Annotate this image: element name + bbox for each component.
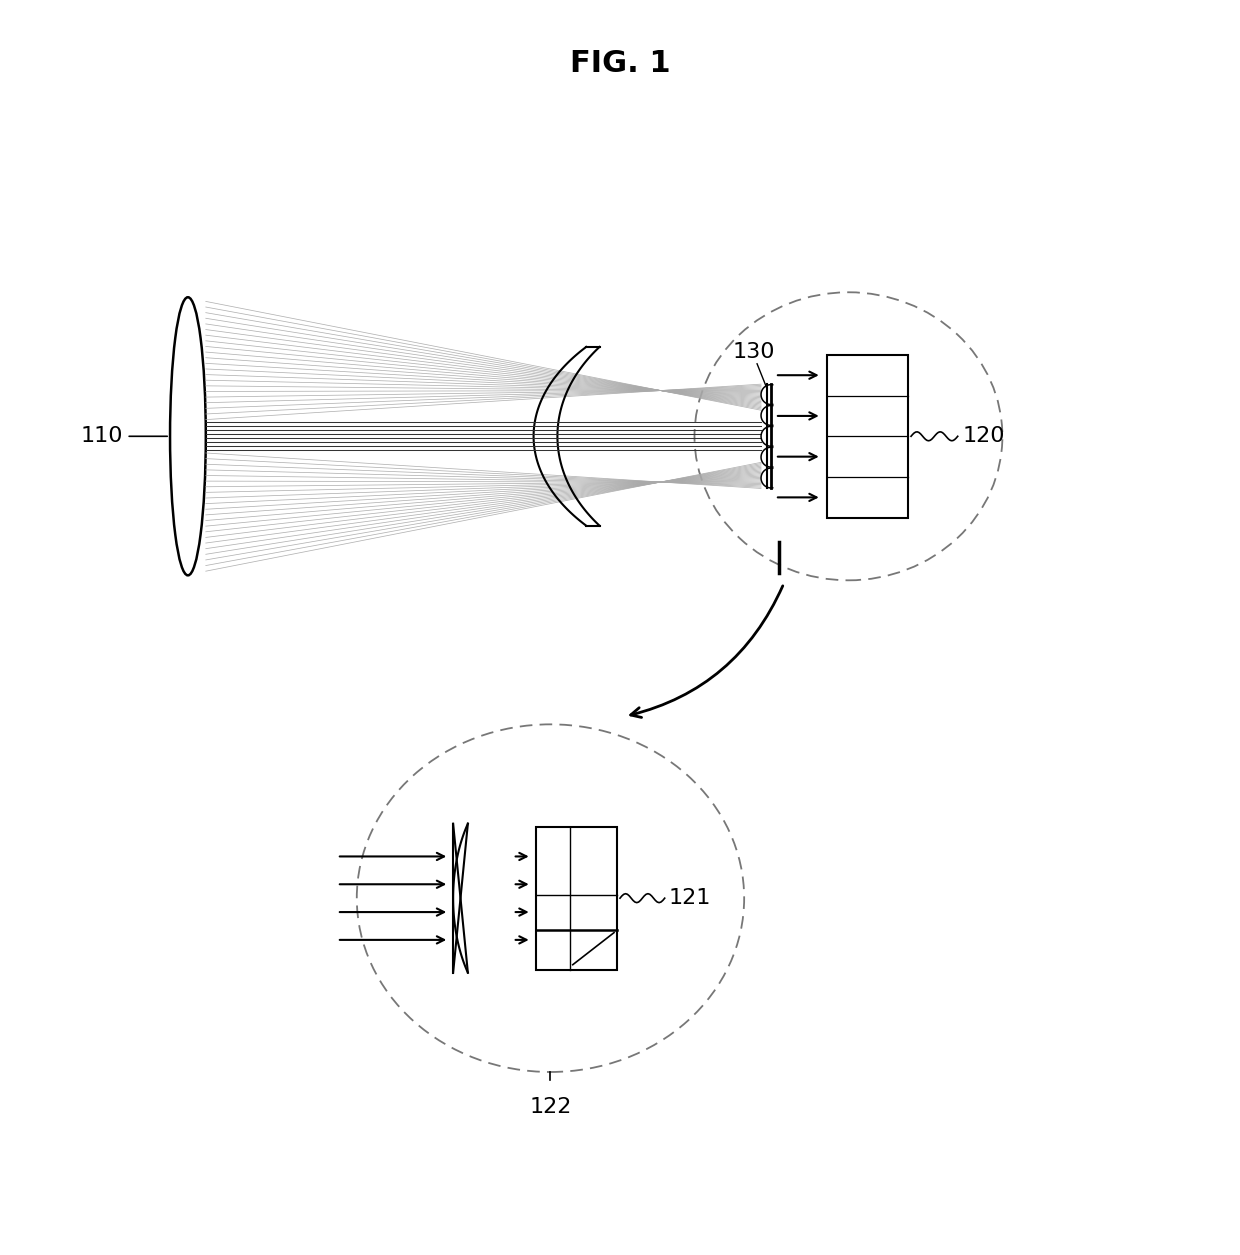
- Bar: [536, 827, 618, 970]
- Text: 130: 130: [733, 341, 775, 361]
- Text: 120: 120: [962, 427, 1006, 447]
- Text: 122: 122: [529, 1097, 572, 1117]
- Text: 121: 121: [668, 889, 711, 909]
- Text: FIG. 1: FIG. 1: [569, 49, 671, 78]
- Bar: [827, 355, 908, 518]
- Text: 110: 110: [81, 427, 123, 447]
